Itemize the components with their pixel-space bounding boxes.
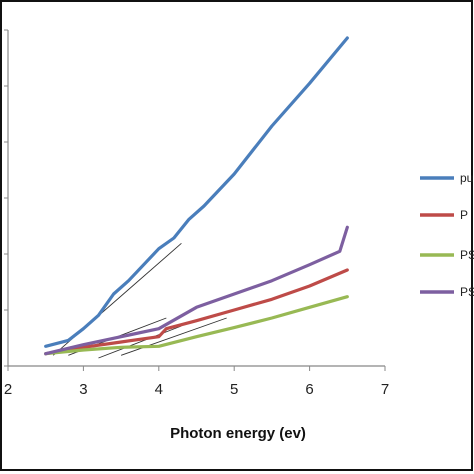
- x-tick-label-2: 2: [4, 381, 12, 398]
- legend-label-0: pu: [460, 171, 473, 185]
- axes: 2 3 4 5 6 7: [4, 29, 389, 398]
- fit-line-2: [98, 325, 182, 359]
- series-line-1: [44, 268, 349, 356]
- legend: pu P PS PS: [420, 171, 474, 299]
- x-axis-title: Photon energy (ev): [170, 425, 306, 442]
- x-tick-label-3: 3: [79, 381, 87, 398]
- x-tick-label-6: 6: [305, 381, 313, 398]
- series-line-0: [44, 36, 349, 348]
- legend-label-1: P: [460, 208, 468, 222]
- legend-label-2: PS: [460, 248, 474, 262]
- series-line-2: [44, 295, 349, 356]
- fit-line-3: [120, 317, 227, 356]
- x-tick-label-4: 4: [155, 381, 163, 398]
- plot-area: [44, 36, 349, 359]
- legend-label-3: PS: [460, 285, 474, 299]
- x-tick-label-7: 7: [381, 381, 389, 398]
- series-line-3: [44, 225, 349, 356]
- x-tick-label-5: 5: [230, 381, 238, 398]
